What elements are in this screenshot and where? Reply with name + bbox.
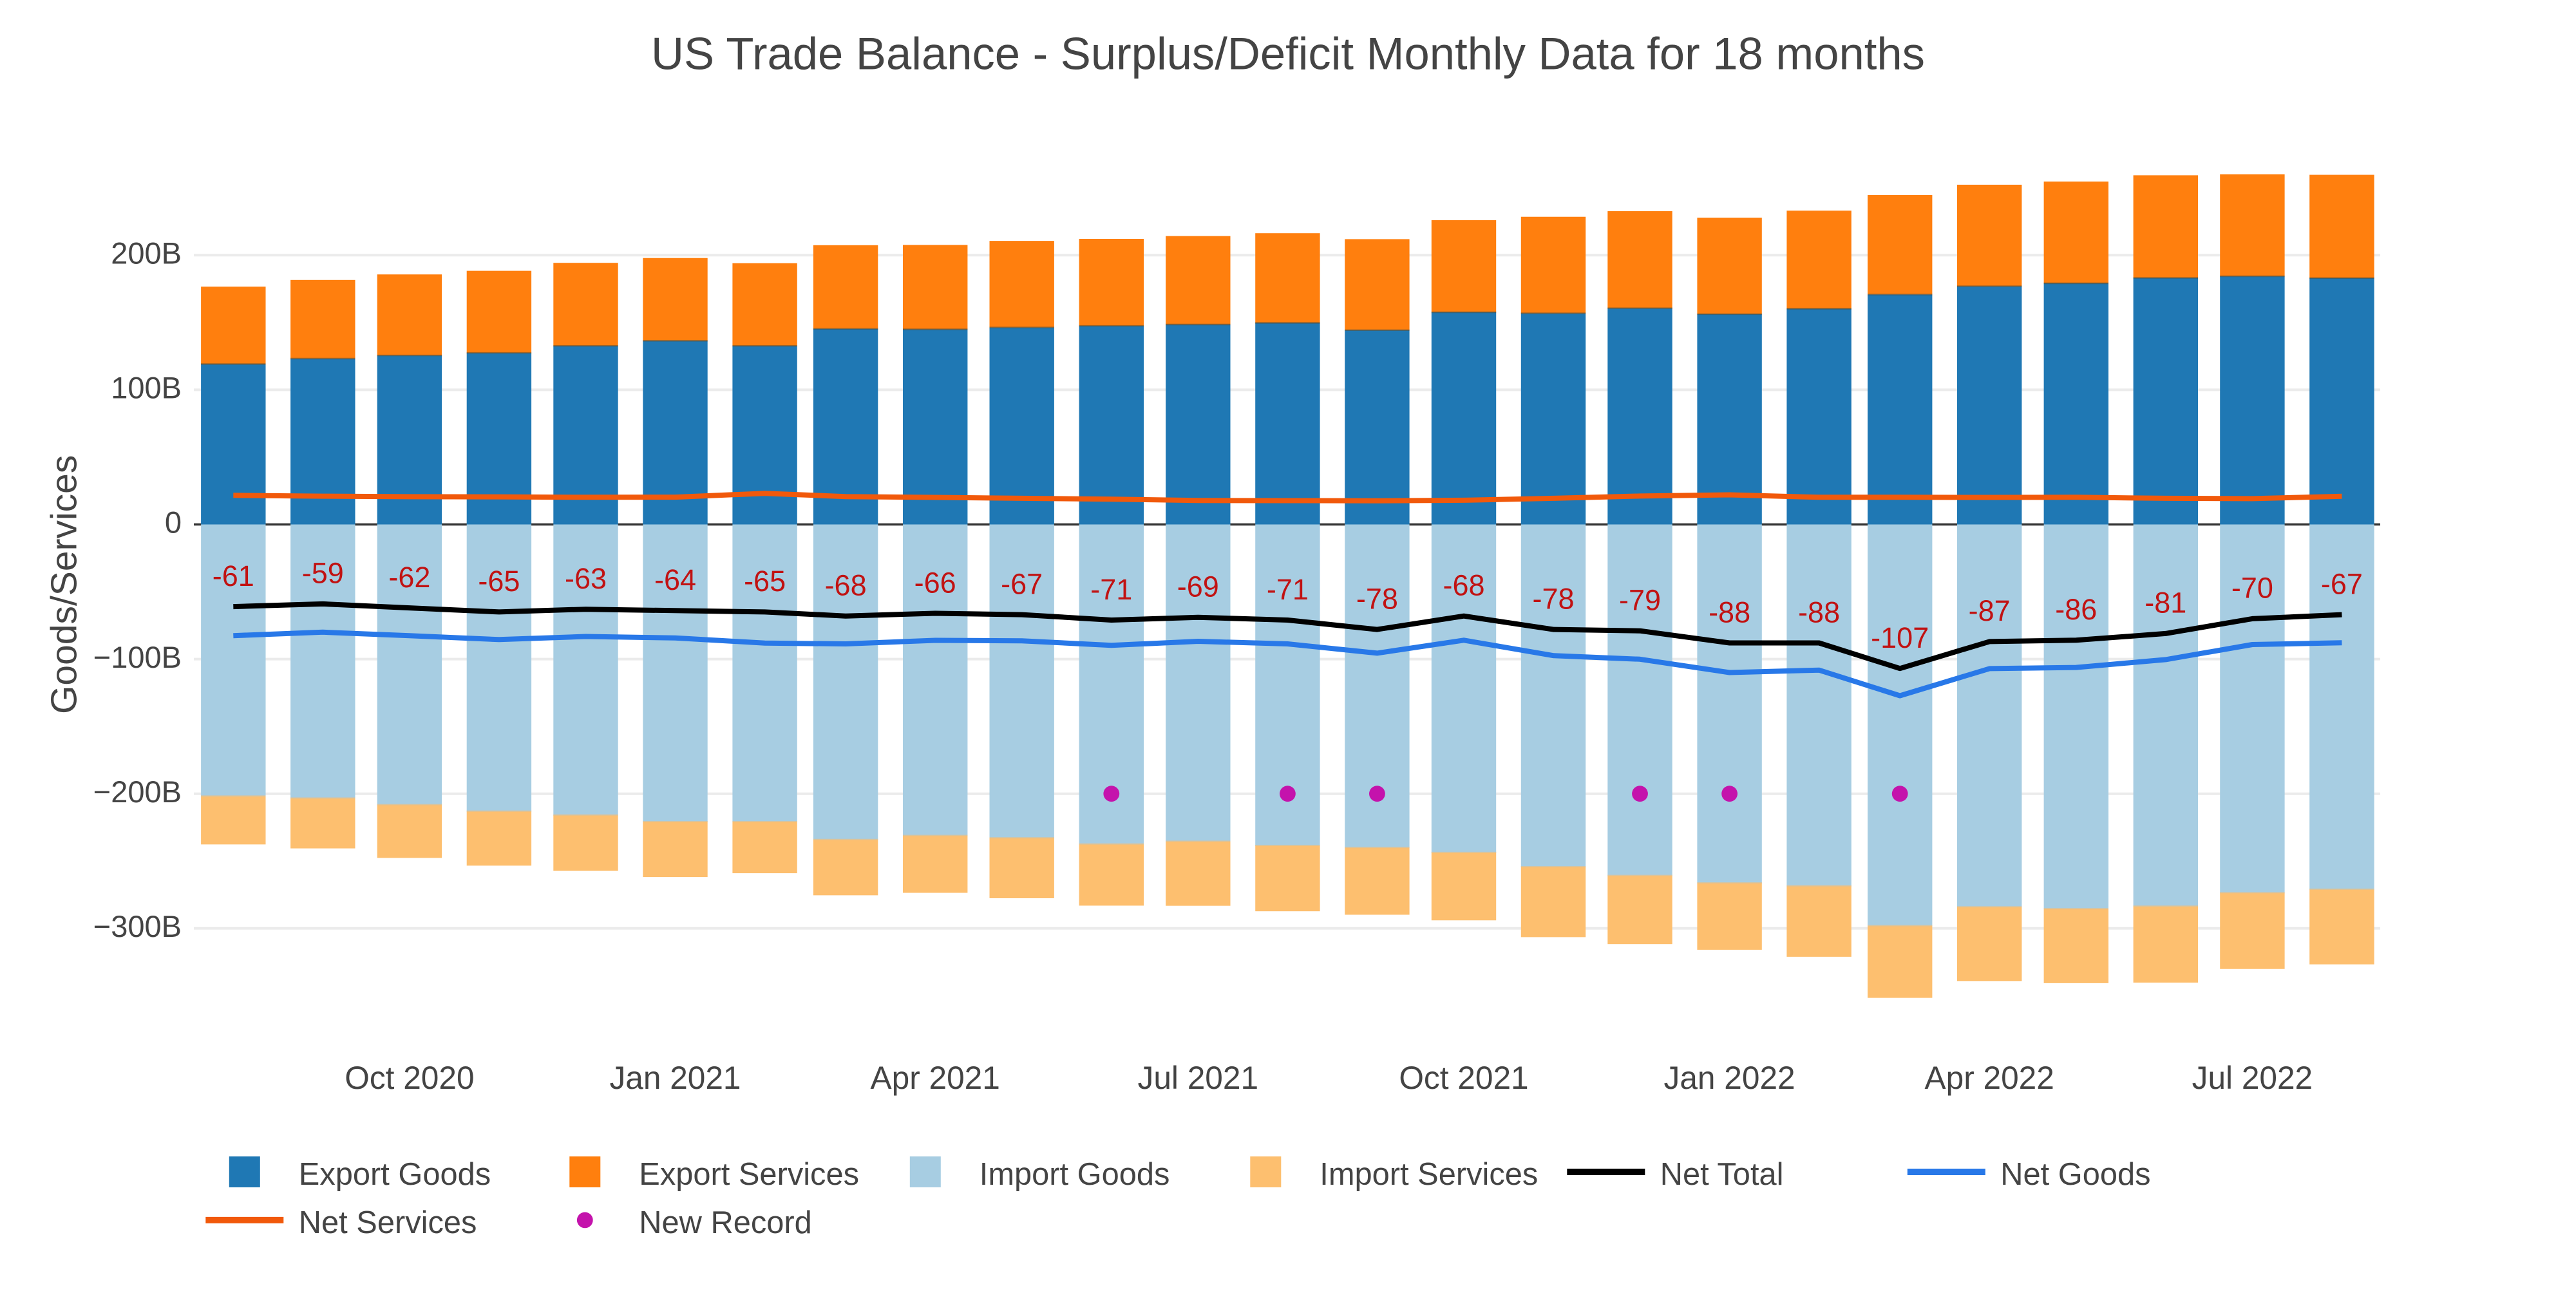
svg-text:Goods/Services: Goods/Services: [44, 455, 85, 714]
svg-text:-88: -88: [1798, 596, 1840, 628]
svg-text:-79: -79: [1619, 584, 1661, 617]
svg-text:-66: -66: [914, 566, 956, 599]
svg-text:-67: -67: [2321, 567, 2363, 600]
svg-text:Oct 2020: Oct 2020: [345, 1060, 474, 1096]
svg-text:-71: -71: [1090, 573, 1132, 606]
svg-text:Jul 2022: Jul 2022: [2192, 1060, 2313, 1096]
svg-text:-70: -70: [2231, 572, 2273, 605]
svg-text:-87: -87: [1969, 594, 2011, 627]
svg-text:Apr 2021: Apr 2021: [871, 1060, 1000, 1096]
svg-text:Import Goods: Import Goods: [980, 1157, 1170, 1192]
svg-text:-59: -59: [302, 557, 344, 590]
svg-text:-88: -88: [1709, 596, 1750, 628]
svg-text:-67: -67: [1001, 567, 1043, 600]
svg-text:Export Services: Export Services: [639, 1157, 859, 1192]
svg-text:Net Goods: Net Goods: [2000, 1157, 2150, 1192]
svg-text:-65: -65: [744, 565, 786, 598]
svg-text:Import Services: Import Services: [1320, 1157, 1538, 1192]
svg-text:Oct 2021: Oct 2021: [1399, 1060, 1528, 1096]
svg-text:-64: -64: [654, 563, 696, 596]
svg-text:Export Goods: Export Goods: [299, 1157, 491, 1192]
svg-text:Net Total: Net Total: [1660, 1157, 1784, 1192]
svg-text:-62: -62: [388, 561, 430, 594]
svg-text:Jul 2021: Jul 2021: [1138, 1060, 1259, 1096]
svg-text:100B: 100B: [111, 371, 182, 405]
svg-text:-68: -68: [1443, 569, 1484, 602]
svg-text:-71: -71: [1267, 573, 1309, 606]
svg-text:-68: -68: [825, 569, 867, 602]
svg-text:-86: -86: [2055, 593, 2097, 626]
svg-text:0: 0: [165, 505, 182, 540]
svg-text:-81: -81: [2145, 587, 2186, 619]
svg-text:200B: 200B: [111, 236, 182, 270]
svg-text:Jan 2021: Jan 2021: [609, 1060, 741, 1096]
svg-text:New Record: New Record: [639, 1205, 811, 1240]
svg-text:-78: -78: [1356, 582, 1398, 615]
svg-text:-107: -107: [1871, 621, 1929, 654]
svg-text:-69: -69: [1177, 570, 1219, 603]
svg-text:Apr 2022: Apr 2022: [1925, 1060, 2054, 1096]
svg-text:−300B: −300B: [93, 909, 182, 943]
svg-text:Jan 2022: Jan 2022: [1664, 1060, 1795, 1096]
svg-text:-65: -65: [478, 565, 520, 598]
svg-text:−200B: −200B: [93, 775, 182, 809]
svg-text:−100B: −100B: [93, 640, 182, 674]
svg-text:-63: -63: [565, 562, 607, 595]
svg-text:-61: -61: [213, 560, 254, 592]
svg-text:Net Services: Net Services: [299, 1205, 477, 1240]
svg-text:US Trade Balance - Surplus/Def: US Trade Balance - Surplus/Deficit Month…: [651, 28, 1925, 79]
svg-text:-78: -78: [1532, 582, 1574, 615]
